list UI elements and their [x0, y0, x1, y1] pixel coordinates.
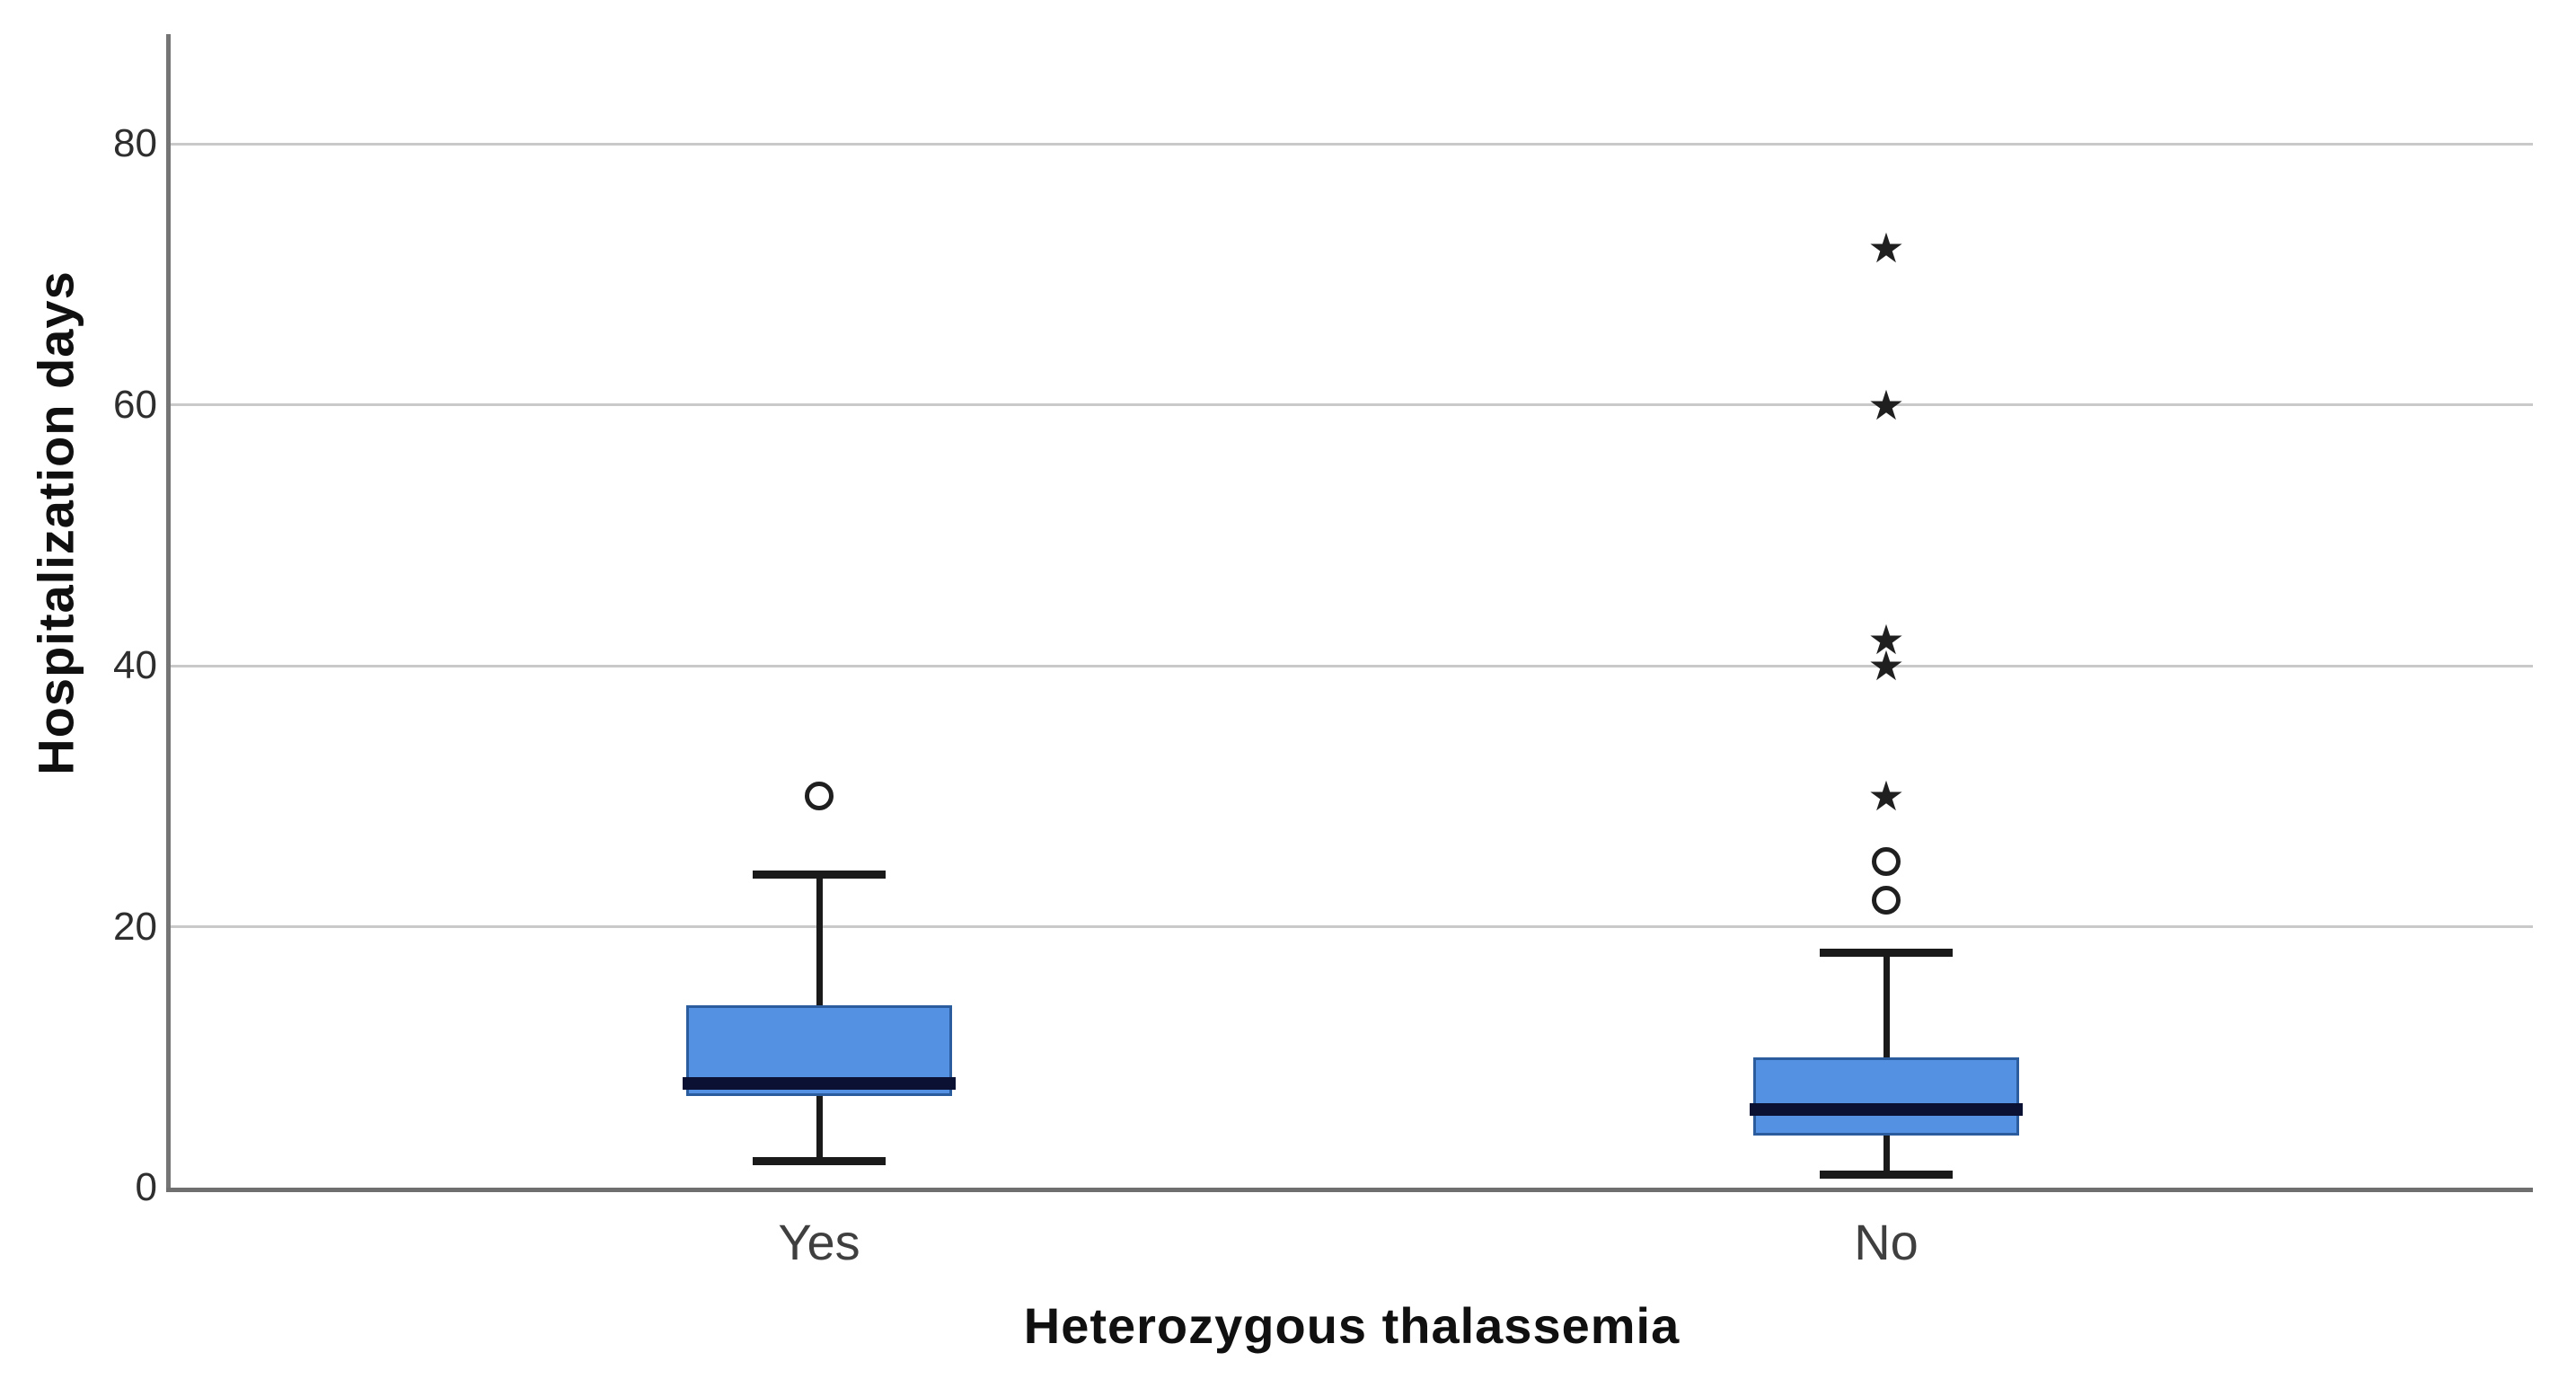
upper-whisker-line-no: [1883, 952, 1890, 1057]
gridline: [171, 403, 2533, 406]
category-label-no: No: [1854, 1214, 1919, 1270]
outlier-circle-no: [1872, 886, 1901, 915]
extreme-outlier-star-no: ★: [1867, 773, 1905, 820]
category-label-yes: Yes: [778, 1214, 860, 1270]
extreme-outlier-star-no: ★: [1867, 225, 1905, 272]
upper-whisker-cap-no: [1820, 949, 1953, 958]
y-axis-title: Hospitalization days: [27, 270, 84, 775]
median-line-no: [1750, 1102, 2023, 1116]
lower-whisker-line-no: [1883, 1135, 1890, 1175]
gridline: [171, 925, 2533, 928]
upper-whisker-line-yes: [816, 874, 823, 1005]
extreme-outlier-star-no: ★: [1867, 642, 1905, 689]
outlier-circle-no: [1872, 846, 1901, 876]
box-no: [1753, 1056, 2019, 1136]
lower-whisker-line-yes: [816, 1096, 823, 1162]
y-tick-label: 20: [113, 904, 157, 949]
y-tick-label: 0: [135, 1165, 157, 1209]
lower-whisker-cap-yes: [753, 1157, 886, 1166]
extreme-outlier-star-no: ★: [1867, 615, 1905, 663]
y-axis-line: [166, 34, 171, 1188]
y-tick-label: 40: [113, 643, 157, 687]
lower-whisker-cap-no: [1820, 1170, 1953, 1179]
gridline: [171, 664, 2533, 667]
outlier-circle-yes: [805, 782, 834, 811]
extreme-outlier-star-no: ★: [1867, 381, 1905, 429]
upper-whisker-cap-yes: [753, 870, 886, 879]
median-line-yes: [683, 1076, 956, 1090]
y-tick-label: 80: [113, 121, 157, 165]
x-axis-title: Heterozygous thalassemia: [1023, 1297, 1681, 1354]
y-tick-label: 60: [113, 382, 157, 427]
x-axis-line: [166, 1188, 2533, 1192]
gridline: [171, 142, 2533, 146]
